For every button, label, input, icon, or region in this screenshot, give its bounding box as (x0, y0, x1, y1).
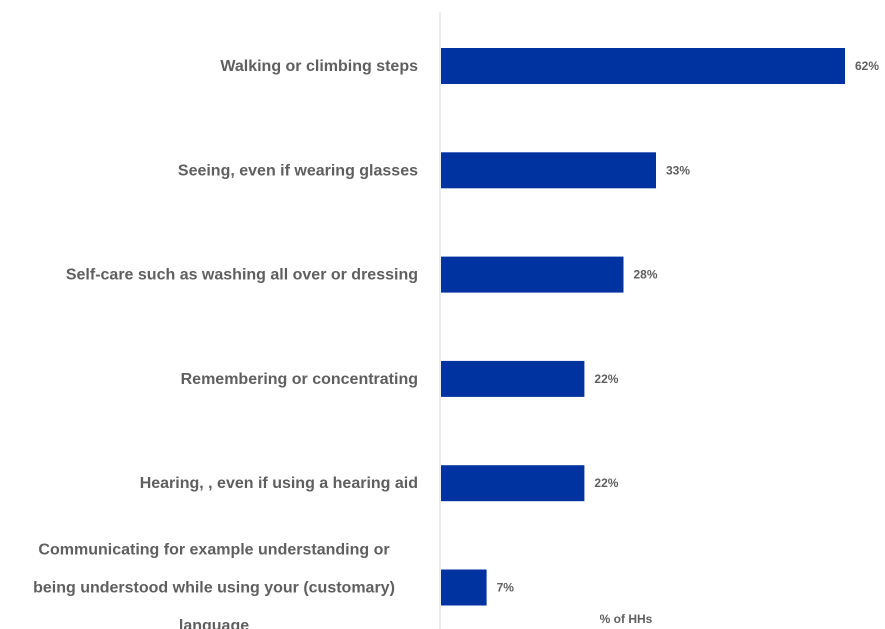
bar-2 (441, 256, 624, 293)
bar-4 (441, 465, 585, 502)
bars-layer (441, 48, 845, 606)
category-label-5-line-1: being understood while using your (custo… (33, 580, 395, 597)
bar-1 (441, 152, 656, 189)
value-label-0: 62% (855, 59, 879, 73)
value-label-2: 28% (634, 268, 658, 282)
category-label-0: Walking or climbing steps (220, 58, 418, 75)
bar-0 (441, 48, 845, 84)
bar-3 (441, 360, 585, 397)
category-label-3: Remembering or concentrating (181, 371, 418, 388)
bar-5 (441, 569, 487, 606)
category-label-2: Self-care such as washing all over or dr… (66, 267, 418, 284)
category-label-5-line-2: language (179, 618, 249, 629)
value-label-3: 22% (594, 372, 618, 386)
value-label-4: 22% (594, 476, 618, 490)
value-label-1: 33% (666, 163, 690, 177)
category-label-4: Hearing, , even if using a hearing aid (140, 475, 418, 492)
category-label-5: Communicating for example understanding … (33, 542, 395, 629)
x-axis-title: % of HHs (600, 612, 653, 626)
category-label-5-line-0: Communicating for example understanding … (38, 542, 389, 559)
category-label-1: Seeing, even if wearing glasses (178, 162, 418, 179)
value-label-5: 7% (497, 581, 515, 595)
labels-layer: 62% Walking or climbing steps 33% Seeing, e… (33, 58, 879, 629)
